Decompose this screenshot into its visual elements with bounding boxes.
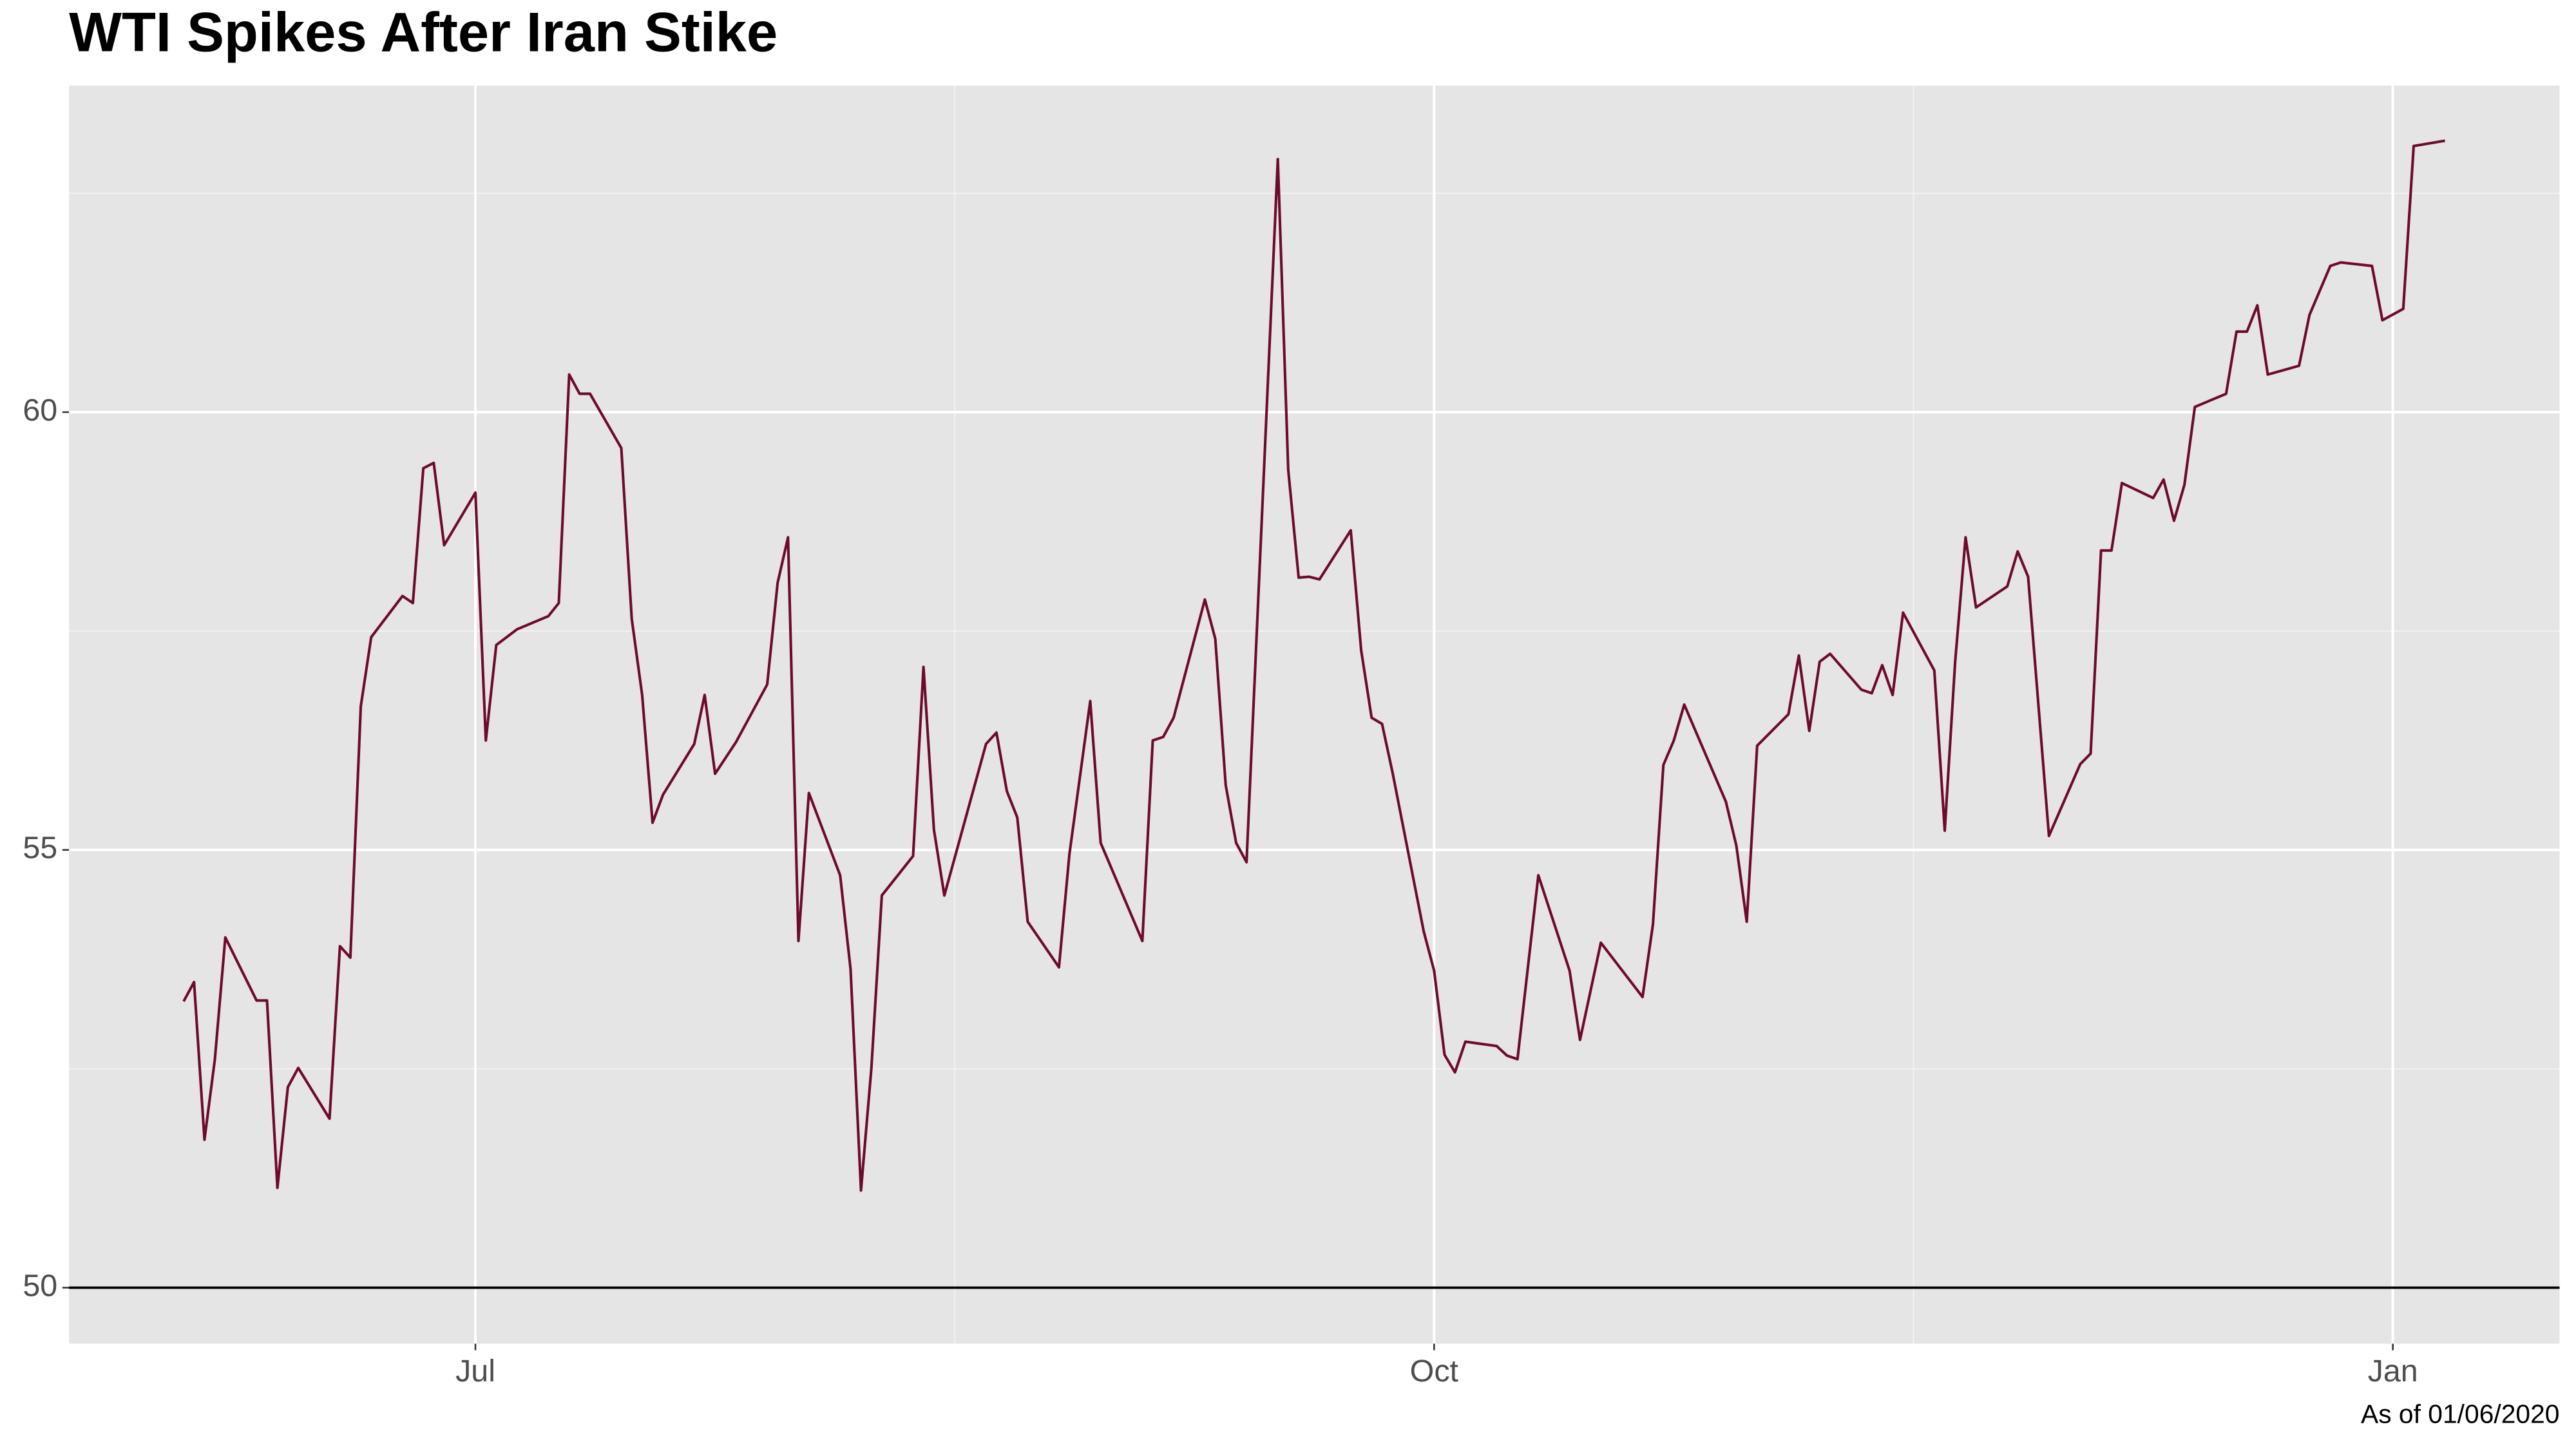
plot-background <box>69 85 2560 1344</box>
line-series <box>182 139 2445 1192</box>
chart-title: WTI Spikes After Iran Stike <box>69 1 778 63</box>
x-tick-label: Jan <box>2368 1354 2418 1388</box>
x-tick-label: Jul <box>455 1354 495 1388</box>
y-tick-label: 55 <box>23 831 57 866</box>
caption: As of 01/06/2020 <box>2361 1399 2560 1428</box>
y-tick-label: 50 <box>23 1268 57 1303</box>
y-tick-label: 60 <box>23 393 57 428</box>
x-tick-label: Oct <box>1410 1354 1459 1388</box>
